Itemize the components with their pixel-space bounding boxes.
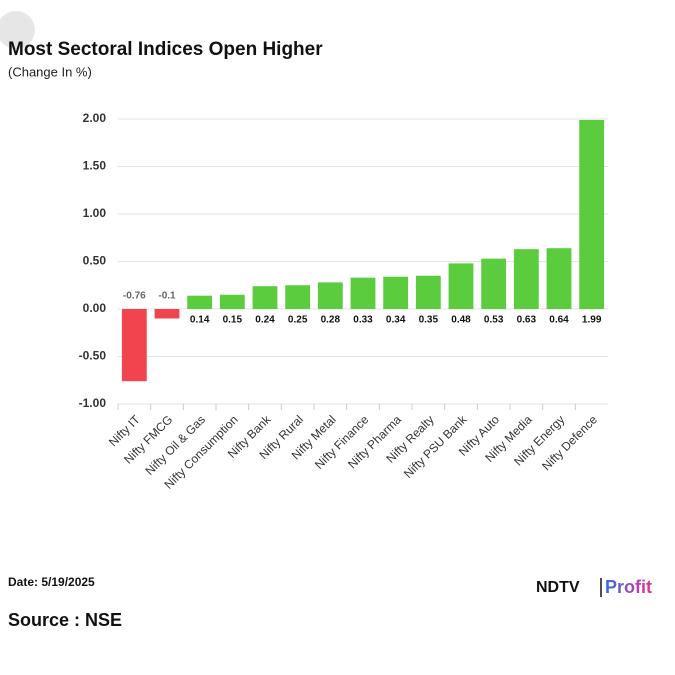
value-label: 0.64 <box>549 315 569 326</box>
value-label: 0.24 <box>255 315 275 326</box>
logo-profit: Profit <box>605 577 652 597</box>
bar <box>252 286 278 309</box>
bar <box>415 275 441 309</box>
y-tick-label: 1.50 <box>83 159 107 173</box>
bar <box>448 263 474 309</box>
chart-subtitle: (Change In %) <box>8 64 92 79</box>
date: Date: 5/19/2025 <box>8 575 95 589</box>
bar <box>513 249 539 309</box>
bar <box>481 258 507 309</box>
decoration <box>0 11 35 49</box>
value-label: 0.33 <box>353 315 373 326</box>
value-label: 0.48 <box>451 315 471 326</box>
bar <box>121 309 147 382</box>
value-label: 0.63 <box>517 315 537 326</box>
chart-title: Most Sectoral Indices Open Higher <box>8 39 323 60</box>
bar <box>317 282 343 309</box>
bar <box>579 119 605 309</box>
bar <box>154 309 180 319</box>
bar <box>546 248 572 309</box>
value-label: -0.1 <box>158 291 176 302</box>
y-tick-label: 0.50 <box>83 254 107 268</box>
bar <box>219 294 245 309</box>
bar <box>350 277 376 309</box>
source: Source : NSE <box>8 610 122 630</box>
bar <box>285 285 311 309</box>
y-tick-label: -0.50 <box>79 349 107 363</box>
logo-ndtv: NDTV <box>536 579 580 596</box>
value-label: 0.53 <box>484 315 504 326</box>
y-tick-label: 0.00 <box>83 301 107 315</box>
bar <box>187 295 213 309</box>
value-label: 0.35 <box>419 315 439 326</box>
value-label: 0.34 <box>386 315 406 326</box>
y-tick-label: 2.00 <box>83 111 107 125</box>
y-tick-label: -1.00 <box>79 396 107 410</box>
value-label: 1.99 <box>582 315 602 326</box>
value-label: 0.14 <box>190 315 210 326</box>
value-label: 0.25 <box>288 315 308 326</box>
value-label: -0.76 <box>123 291 146 302</box>
value-label: 0.28 <box>321 315 341 326</box>
y-tick-label: 1.00 <box>83 206 107 220</box>
bar <box>383 276 409 309</box>
value-label: 0.15 <box>223 315 243 326</box>
